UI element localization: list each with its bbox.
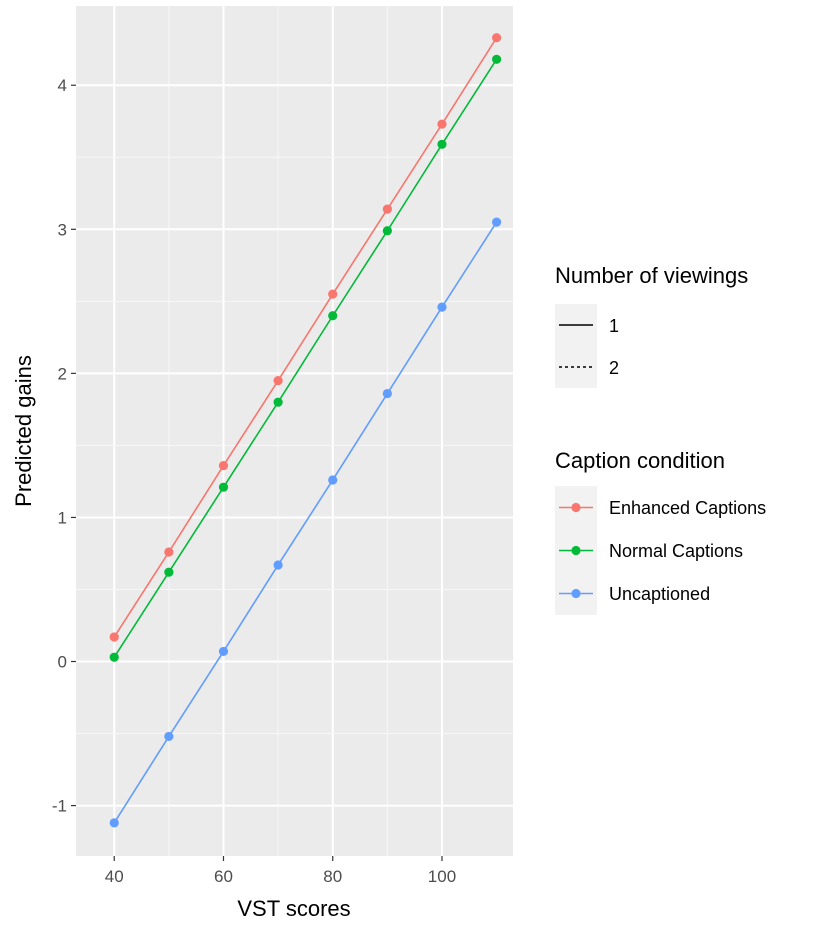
y-tick-label: 4	[58, 76, 67, 95]
y-tick-label: 3	[58, 220, 67, 239]
legend-key-point	[571, 502, 581, 513]
data-point	[492, 54, 502, 64]
data-point	[109, 632, 119, 642]
data-point	[218, 460, 229, 471]
legend-label: Uncaptioned	[609, 584, 710, 604]
data-point	[273, 397, 283, 407]
y-axis: -1 0 1 2 3 4	[52, 76, 76, 816]
legend-label: 2	[609, 358, 619, 378]
x-axis: 40 60 80 100	[105, 856, 456, 886]
y-tick-label: 0	[58, 653, 67, 672]
data-point	[218, 482, 229, 492]
x-axis-title: VST scores	[237, 896, 350, 921]
data-point	[492, 33, 502, 43]
y-axis-title: Predicted gains	[11, 355, 36, 507]
x-tick-label: 80	[323, 867, 342, 886]
plot-panel	[76, 6, 513, 856]
x-tick-label: 100	[428, 867, 456, 886]
data-point	[437, 302, 447, 312]
y-tick-label: 2	[58, 364, 67, 383]
data-point	[164, 547, 174, 557]
data-point	[382, 204, 392, 214]
x-tick-label: 60	[214, 867, 233, 886]
data-point	[109, 818, 119, 828]
data-point	[382, 388, 392, 399]
data-point	[437, 139, 447, 149]
legend-title-viewings: Number of viewings	[555, 263, 748, 288]
data-point	[328, 311, 338, 321]
legend: Number of viewings 1 2 Caption condition Enh…	[555, 263, 766, 615]
series-line-1	[113, 58, 498, 658]
data-point	[273, 560, 283, 570]
data-point	[492, 217, 502, 227]
legend-label: 1	[609, 316, 619, 336]
legend-key-point	[571, 588, 581, 599]
x-tick-label: 40	[105, 867, 124, 886]
series-line-2	[113, 221, 498, 824]
data-point	[382, 226, 392, 236]
data-point	[109, 652, 119, 662]
data-point	[328, 475, 338, 485]
data-point	[218, 646, 229, 657]
y-tick-label: 1	[58, 508, 67, 527]
legend-label: Enhanced Captions	[609, 498, 766, 518]
data-series	[109, 33, 502, 828]
legend-key-point	[571, 545, 581, 556]
legend-label: Normal Captions	[609, 541, 743, 561]
legend-title-caption: Caption condition	[555, 448, 725, 473]
series-line-0	[113, 37, 498, 638]
data-point	[328, 289, 338, 299]
data-point	[164, 567, 174, 577]
y-tick-label: -1	[52, 797, 67, 816]
data-point	[164, 731, 174, 742]
data-point	[437, 119, 447, 129]
data-point	[273, 375, 283, 386]
